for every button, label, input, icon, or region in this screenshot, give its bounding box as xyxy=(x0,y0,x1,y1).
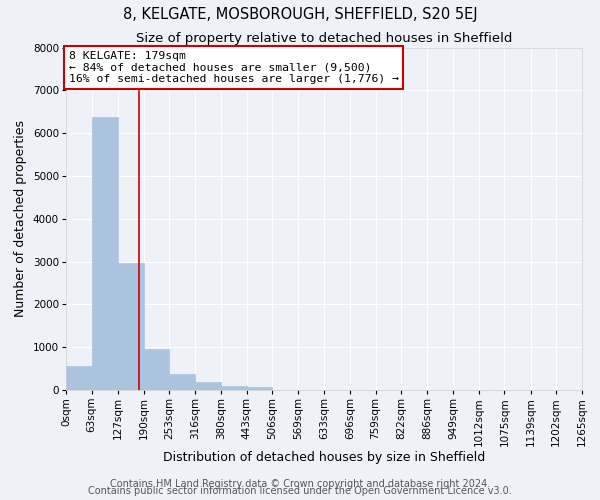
Bar xyxy=(92,117,118,390)
Bar xyxy=(66,366,92,390)
Bar xyxy=(221,386,247,390)
X-axis label: Distribution of detached houses by size in Sheffield: Distribution of detached houses by size … xyxy=(163,452,485,464)
Y-axis label: Number of detached properties: Number of detached properties xyxy=(14,120,28,318)
Title: Size of property relative to detached houses in Sheffield: Size of property relative to detached ho… xyxy=(136,32,512,45)
Bar xyxy=(247,388,272,390)
Text: Contains public sector information licensed under the Open Government Licence v3: Contains public sector information licen… xyxy=(88,486,512,496)
Text: 8 KELGATE: 179sqm
← 84% of detached houses are smaller (9,500)
16% of semi-detac: 8 KELGATE: 179sqm ← 84% of detached hous… xyxy=(68,51,398,84)
Text: Contains HM Land Registry data © Crown copyright and database right 2024.: Contains HM Land Registry data © Crown c… xyxy=(110,479,490,489)
Bar xyxy=(118,263,143,390)
Bar xyxy=(169,374,195,390)
Text: 8, KELGATE, MOSBOROUGH, SHEFFIELD, S20 5EJ: 8, KELGATE, MOSBOROUGH, SHEFFIELD, S20 5… xyxy=(122,8,478,22)
Bar xyxy=(195,382,221,390)
Bar xyxy=(143,350,169,390)
